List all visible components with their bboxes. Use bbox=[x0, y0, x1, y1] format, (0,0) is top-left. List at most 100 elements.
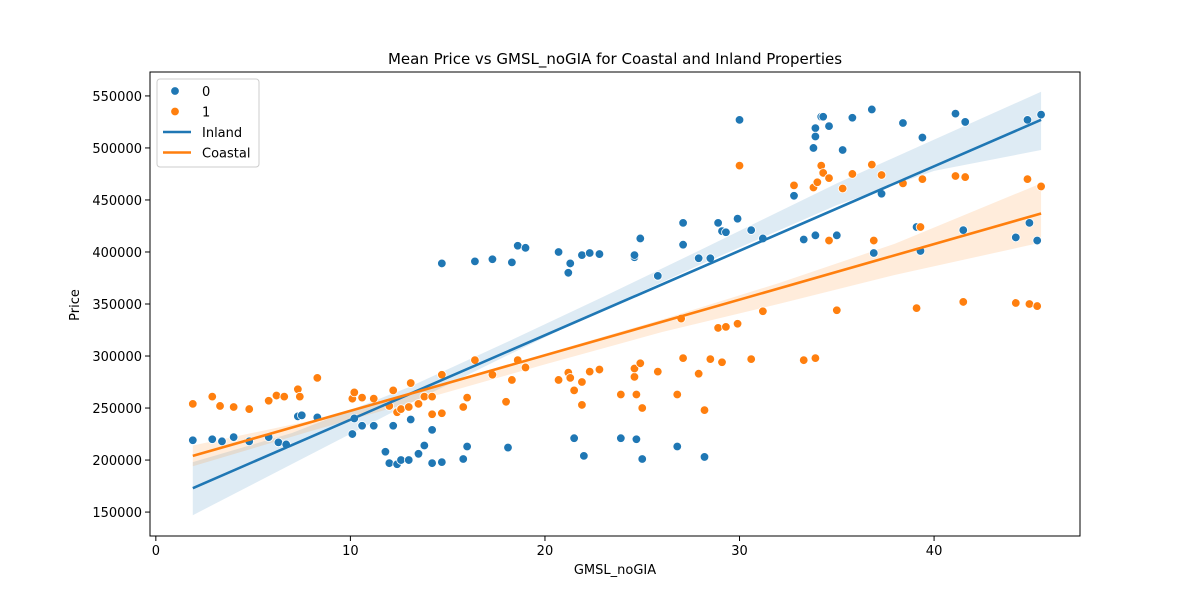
data-point bbox=[458, 454, 468, 464]
data-point bbox=[507, 375, 517, 385]
x-tick-label: 10 bbox=[342, 544, 359, 559]
data-point bbox=[347, 429, 358, 439]
data-point bbox=[810, 131, 821, 142]
data-point bbox=[188, 399, 198, 409]
data-point bbox=[911, 303, 922, 313]
data-point bbox=[653, 271, 663, 281]
data-point bbox=[808, 143, 819, 153]
data-point bbox=[579, 451, 589, 461]
data-point bbox=[915, 222, 926, 232]
data-point bbox=[958, 297, 968, 307]
data-point bbox=[594, 364, 605, 375]
data-point bbox=[585, 366, 595, 377]
data-point bbox=[396, 455, 406, 465]
y-tick-label: 300000 bbox=[92, 350, 142, 365]
data-point bbox=[746, 354, 756, 364]
data-point bbox=[789, 180, 799, 191]
data-point bbox=[507, 257, 517, 268]
data-point bbox=[917, 174, 928, 184]
data-point bbox=[812, 177, 823, 187]
data-point bbox=[734, 115, 745, 125]
data-point bbox=[263, 396, 274, 406]
data-point bbox=[1011, 298, 1021, 308]
data-point bbox=[406, 414, 416, 425]
legend-marker-1 bbox=[170, 106, 180, 117]
data-point bbox=[950, 171, 961, 181]
y-axis-label: Price bbox=[68, 289, 83, 321]
data-point bbox=[427, 391, 437, 402]
data-point bbox=[462, 441, 472, 452]
data-point bbox=[867, 104, 877, 115]
data-point bbox=[629, 250, 640, 260]
data-point bbox=[693, 369, 704, 379]
data-point bbox=[349, 387, 359, 398]
data-point bbox=[799, 355, 809, 365]
data-point bbox=[869, 235, 879, 246]
data-point bbox=[585, 248, 595, 258]
data-point bbox=[837, 183, 848, 194]
series-0 bbox=[188, 104, 1046, 469]
data-point bbox=[271, 390, 282, 401]
x-axis-label: GMSL_noGIA bbox=[574, 563, 656, 578]
data-point bbox=[273, 437, 284, 448]
data-point bbox=[295, 391, 305, 402]
data-point bbox=[721, 227, 731, 237]
data-point bbox=[732, 319, 743, 329]
y-tick-label: 400000 bbox=[92, 246, 142, 261]
data-point bbox=[188, 435, 198, 445]
data-point bbox=[693, 253, 704, 263]
data-point bbox=[215, 401, 225, 411]
data-point bbox=[594, 249, 605, 259]
y-tick-label: 450000 bbox=[92, 194, 142, 209]
data-point bbox=[520, 362, 531, 373]
data-point bbox=[672, 389, 682, 400]
data-point bbox=[462, 392, 472, 403]
data-point bbox=[721, 322, 731, 332]
data-point bbox=[672, 441, 682, 452]
data-point bbox=[789, 191, 799, 201]
data-point bbox=[810, 353, 821, 363]
regression-line-coastal bbox=[192, 212, 1042, 458]
data-point bbox=[406, 378, 416, 388]
plot-data bbox=[188, 91, 1046, 516]
data-point bbox=[917, 132, 928, 143]
data-point bbox=[637, 403, 647, 413]
data-point bbox=[413, 399, 424, 409]
chart-title: Mean Price vs GMSL_noGIA for Coastal and… bbox=[388, 50, 842, 69]
data-point bbox=[824, 121, 834, 131]
data-point bbox=[799, 234, 809, 245]
data-point bbox=[357, 392, 367, 403]
data-point bbox=[818, 112, 828, 122]
data-point bbox=[699, 452, 710, 462]
data-point bbox=[713, 218, 723, 228]
data-point bbox=[427, 458, 437, 468]
data-point bbox=[631, 434, 642, 444]
data-point bbox=[577, 377, 587, 387]
data-point bbox=[678, 239, 688, 250]
data-point bbox=[369, 393, 379, 404]
data-point bbox=[553, 247, 564, 257]
data-point bbox=[678, 353, 688, 363]
data-point bbox=[960, 117, 970, 127]
legend-label: Inland bbox=[202, 126, 242, 141]
data-point bbox=[635, 233, 645, 244]
x-tick-label: 20 bbox=[537, 544, 554, 559]
data-point bbox=[384, 458, 395, 468]
data-point bbox=[427, 425, 437, 435]
data-point bbox=[404, 455, 414, 465]
data-point bbox=[616, 389, 626, 400]
data-point bbox=[1036, 109, 1046, 120]
data-point bbox=[1011, 232, 1021, 243]
y-tick-label: 500000 bbox=[92, 142, 142, 157]
legend: 0 1 Inland Coastal bbox=[156, 78, 260, 168]
data-point bbox=[419, 391, 430, 402]
x-tick-label: 30 bbox=[731, 544, 748, 559]
data-point bbox=[413, 449, 424, 459]
data-point bbox=[244, 404, 254, 414]
legend-marker-0 bbox=[170, 86, 180, 96]
data-point bbox=[357, 421, 367, 431]
data-point bbox=[437, 408, 447, 418]
data-point bbox=[419, 440, 430, 451]
data-point bbox=[1032, 301, 1042, 311]
data-point bbox=[1024, 218, 1035, 228]
